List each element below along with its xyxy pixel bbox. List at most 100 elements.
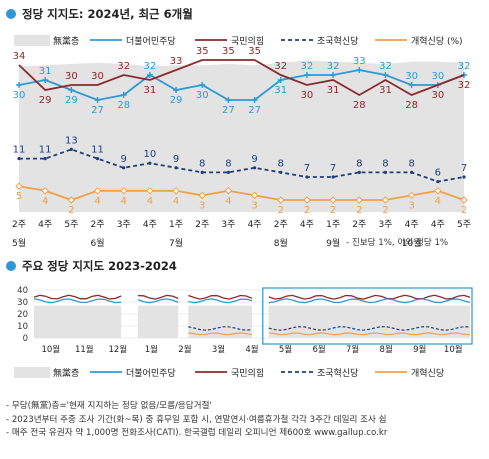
data-label-ppp-12: 31 — [327, 85, 340, 96]
point-rebuild-7 — [200, 170, 204, 174]
legend2-mugdang-label: 無黨층 — [53, 367, 79, 379]
data-label-dem-14: 32 — [379, 61, 392, 72]
y-tick-1: 10 — [17, 322, 28, 332]
point-rebuild-5 — [148, 161, 152, 165]
point-dem-8 — [225, 97, 232, 103]
point-dem-3 — [94, 97, 101, 103]
data-label-dem-9: 27 — [248, 105, 261, 116]
point-reform-1 — [41, 187, 49, 195]
data-label-reform-6: 4 — [173, 196, 179, 207]
point-rebuild-6 — [174, 166, 178, 170]
point-reform-10 — [277, 196, 285, 204]
mini-x-label-11: 9월 — [413, 344, 426, 355]
note-2: - 2023년부터 주중 조사 기간(화~목) 중 휴무일 포함 시, 연말연시… — [6, 414, 387, 425]
point-reform-12 — [329, 196, 337, 204]
series-line-ppp — [18, 59, 465, 97]
data-label-dem-17: 32 — [458, 61, 471, 72]
data-label-ppp-7: 35 — [196, 46, 209, 57]
data-label-ppp-6: 33 — [170, 56, 183, 67]
mini-x-label-8: 6월 — [312, 344, 325, 355]
mini-x-label-10: 8월 — [380, 344, 393, 355]
data-label-reform-3: 4 — [94, 196, 100, 207]
data-label-rebuild-4: 9 — [121, 154, 127, 165]
data-label-dem-7: 30 — [196, 90, 209, 101]
point-reform-16 — [434, 187, 442, 195]
data-label-ppp-3: 30 — [91, 71, 104, 82]
data-label-reform-7: 3 — [199, 200, 205, 211]
mini-x-label-1: 11월 — [75, 344, 94, 355]
data-label-rebuild-16: 6 — [435, 168, 441, 179]
data-label-rebuild-6: 9 — [173, 154, 179, 165]
legend-ppp-label: 국민의힘 — [231, 36, 264, 47]
data-label-dem-12: 32 — [327, 61, 340, 72]
point-dem-15 — [408, 82, 415, 88]
point-reform-15 — [407, 191, 416, 200]
data-label-rebuild-2: 13 — [65, 135, 78, 146]
x-tick-label-7: 2주 — [195, 219, 209, 230]
data-label-dem-5: 32 — [144, 61, 157, 72]
legend-mugdang-swatch — [14, 35, 50, 46]
x-tick-label-14: 3주 — [378, 219, 392, 230]
data-label-ppp-9: 35 — [248, 46, 261, 57]
x-tick-label-16: 4주 — [431, 219, 445, 230]
data-label-dem-16: 30 — [431, 71, 444, 82]
x-tick-label-2: 5주 — [64, 219, 78, 230]
data-label-reform-14: 2 — [382, 205, 388, 216]
data-label-ppp-8: 35 — [222, 46, 235, 57]
point-reform-14 — [381, 196, 390, 204]
point-rebuild-17 — [462, 175, 466, 179]
point-reform-6 — [172, 187, 180, 195]
data-label-reform-8: 4 — [225, 196, 231, 207]
section2-title: 주요 정당 지지도 2023-2024 — [6, 258, 177, 274]
x-tick-label-17: 5주 — [457, 219, 471, 230]
point-dem-12 — [330, 72, 337, 78]
x-tick-label-10: 2주 — [274, 219, 288, 230]
point-reform-2 — [67, 196, 76, 204]
mini-x-label-4: 2월 — [178, 344, 191, 355]
point-rebuild-3 — [95, 157, 100, 161]
note-3: - 매주 전국 유권자 약 1,000명 전화조사(CATI). 한국갤럽 데일… — [6, 428, 388, 438]
data-label-dem-4: 28 — [117, 100, 130, 111]
mini-ppp-1 — [137, 294, 179, 300]
point-reform-4 — [119, 187, 128, 195]
point-dem-10 — [277, 77, 284, 83]
month-label-1: 6월 — [91, 237, 105, 249]
data-label-rebuild-14: 8 — [382, 158, 388, 169]
data-label-ppp-13: 28 — [353, 100, 366, 111]
point-dem-14 — [382, 72, 389, 78]
point-dem-4 — [120, 92, 127, 98]
mini-mugdang-0 — [34, 305, 122, 338]
mini-reform-2 — [188, 332, 253, 336]
data-label-rebuild-13: 8 — [356, 158, 362, 169]
mugdang-area — [19, 60, 464, 213]
series-line-reform — [18, 185, 465, 201]
data-label-reform-2: 2 — [68, 205, 74, 216]
data-label-reform-4: 4 — [121, 196, 127, 207]
data-label-ppp-17: 32 — [458, 80, 471, 91]
point-rebuild-14 — [383, 170, 388, 174]
x-tick-label-11: 4주 — [300, 219, 314, 230]
point-reform-11 — [303, 196, 311, 204]
x-tick-label-13: 2주 — [352, 219, 366, 230]
data-label-rebuild-10: 8 — [278, 158, 284, 169]
x-tick-label-3: 2주 — [91, 219, 105, 230]
data-label-reform-0: 5 — [16, 191, 22, 202]
month-label-0: 5월 — [12, 237, 26, 249]
data-label-reform-11: 2 — [304, 205, 310, 216]
mini-mugdang-1 — [137, 305, 179, 338]
data-label-reform-16: 4 — [435, 196, 441, 207]
x-tick-label-8: 3주 — [221, 219, 235, 230]
point-rebuild-16 — [436, 180, 440, 184]
data-label-rebuild-15: 8 — [408, 158, 414, 169]
legend-mugdang-label: 無黨층 — [53, 35, 79, 47]
y-tick-2: 20 — [17, 310, 28, 320]
data-label-ppp-1: 29 — [39, 95, 52, 106]
data-label-dem-10: 31 — [274, 85, 287, 96]
legend2-mugdang-swatch — [14, 367, 50, 378]
data-label-rebuild-9: 9 — [251, 154, 257, 165]
mini-x-label-2: 12월 — [109, 344, 128, 355]
point-dem-1 — [42, 77, 49, 83]
data-label-rebuild-1: 11 — [39, 145, 52, 156]
notes: - 무당(無黨)층='현재 지지하는 정당 없음/모름/응답거절' - 2023… — [6, 400, 489, 441]
